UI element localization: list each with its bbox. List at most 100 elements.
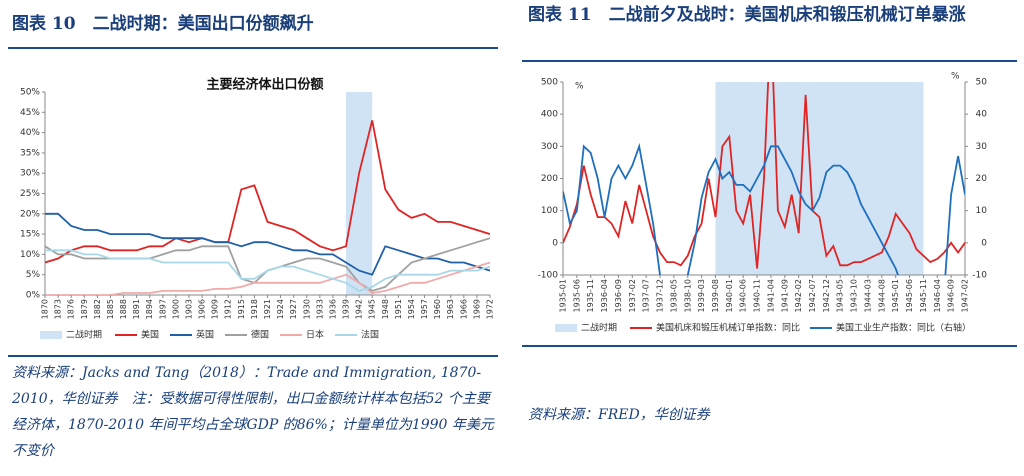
y2-tick-label: 50 bbox=[976, 78, 988, 88]
x-tick-label: 1945 bbox=[368, 299, 377, 319]
figure-heading: 图表 10 二战时期：美国出口份额飙升 bbox=[12, 14, 314, 34]
chart: 主要经济体出口份额 0% 5% 10% 15% 20% 25% 30% 35% 40% 45% 50… bbox=[20, 77, 495, 341]
y2-tick-label: -10 bbox=[972, 271, 987, 281]
x-tick-label: 1937-02 bbox=[628, 279, 637, 312]
x-tick-label: 1876 bbox=[67, 299, 76, 319]
chart-title: 主要经济体出口份额 bbox=[206, 77, 323, 93]
y-tick-label: 25% bbox=[20, 189, 40, 199]
x-tick-label: 1943-10 bbox=[850, 279, 859, 312]
x-tick-label: 1906 bbox=[198, 299, 207, 319]
x-tick-label: 1903 bbox=[184, 299, 193, 319]
x-tick-label: 1945-06 bbox=[905, 279, 914, 312]
x-tick-label: 1942-02 bbox=[794, 279, 803, 312]
x-tick-label: 1894 bbox=[145, 299, 154, 319]
legend-label: 德国 bbox=[251, 329, 269, 341]
legend-label: 美国机床和锻压机械订单指数：同比 bbox=[656, 322, 800, 334]
x-tick-label: 1943-05 bbox=[836, 279, 845, 312]
shade-band bbox=[715, 82, 924, 275]
legend-label: 二战时期 bbox=[66, 329, 102, 341]
x-tick-label: 1942-12 bbox=[822, 279, 831, 312]
y-tick-label: 300 bbox=[541, 142, 558, 152]
x-tick-label: 1936 bbox=[328, 299, 337, 319]
x-tick-label: 1924 bbox=[276, 299, 285, 319]
y-axis-unit: % bbox=[575, 82, 584, 92]
y-tick-label: 500 bbox=[541, 78, 558, 88]
x-tick-label: 1938-10 bbox=[683, 279, 692, 312]
x-tick-label: 1954 bbox=[407, 299, 416, 319]
series-line bbox=[45, 120, 490, 264]
source-note: 资料来源：Jacks and Tang（2018）：Trade and Immi… bbox=[12, 365, 494, 459]
series-line bbox=[45, 261, 490, 295]
x-tick-label: 1960 bbox=[433, 299, 442, 319]
legend-swatch bbox=[40, 331, 62, 339]
series-line bbox=[45, 212, 490, 276]
y-tick-label: 50% bbox=[20, 88, 40, 98]
x-tick-label: 1951 bbox=[394, 299, 403, 319]
x-tick-label: 1936-09 bbox=[614, 279, 623, 312]
x-tick-label: 1930 bbox=[302, 299, 311, 319]
x-tick-label: 1940-01 bbox=[725, 279, 734, 312]
x-tick-label: 1900 bbox=[171, 299, 180, 319]
x-tick-label: 1942-07 bbox=[808, 279, 817, 312]
rule bbox=[522, 345, 1017, 347]
y-tick-label: 100 bbox=[541, 206, 558, 216]
legend-label: 英国 bbox=[196, 329, 214, 341]
x-tick-label: 1909 bbox=[211, 299, 220, 319]
y-tick-label: 15% bbox=[20, 230, 40, 240]
y2-axis-unit: % bbox=[951, 72, 960, 82]
y-tick-label: 0% bbox=[26, 291, 41, 301]
x-tick-label: 1882 bbox=[93, 299, 102, 319]
legend-label: 法国 bbox=[361, 329, 379, 341]
x-tick-label: 1969 bbox=[472, 299, 481, 319]
y-tick-label: 5% bbox=[26, 270, 41, 280]
x-tick-label: 1941-04 bbox=[766, 279, 775, 312]
y2-tick-label: 20 bbox=[976, 174, 988, 184]
x-tick-label: 1945-01 bbox=[891, 279, 900, 312]
legend-label: 二战时期 bbox=[581, 322, 617, 334]
x-tick-label: 1939 bbox=[342, 299, 351, 319]
y-tick-label: 30% bbox=[20, 169, 40, 179]
x-tick-label: 1879 bbox=[80, 299, 89, 319]
x-tick-label: 1936-04 bbox=[600, 279, 609, 312]
x-tick-label: 1938-05 bbox=[669, 279, 678, 312]
x-tick-label: 1937-12 bbox=[656, 279, 665, 312]
legend-label: 美国 bbox=[141, 329, 159, 341]
x-tick-label: 1885 bbox=[106, 299, 115, 319]
y-tick-label: 0 bbox=[552, 238, 558, 248]
x-tick-label: 1937-07 bbox=[642, 279, 651, 312]
x-tick-label: 1940-11 bbox=[753, 279, 762, 312]
x-tick-label: 1946-04 bbox=[933, 279, 942, 312]
x-tick-label: 1946-09 bbox=[947, 279, 956, 312]
y-tick-label: 35% bbox=[20, 148, 40, 158]
legend-label: 日本 bbox=[306, 329, 324, 341]
x-tick-label: 1921 bbox=[263, 299, 272, 319]
y-tick-label: 20% bbox=[20, 209, 40, 219]
x-tick-label: 1945-11 bbox=[919, 279, 928, 312]
rule bbox=[8, 47, 498, 49]
x-tick-label: 1918 bbox=[250, 299, 259, 319]
x-tick-label: 1941-09 bbox=[780, 279, 789, 312]
x-tick-label: 1939-08 bbox=[711, 279, 720, 312]
rule bbox=[8, 355, 498, 357]
x-tick-label: 1935-11 bbox=[586, 279, 595, 312]
y2-tick-label: 10 bbox=[976, 206, 988, 216]
y2-tick-label: 0 bbox=[981, 238, 987, 248]
x-tick-label: 1935-01 bbox=[559, 279, 568, 312]
x-tick-label: 1942 bbox=[355, 299, 364, 319]
legend-label: 美国工业生产指数：同比（右轴） bbox=[836, 322, 971, 334]
series-line bbox=[45, 249, 490, 292]
x-tick-label: 1944-08 bbox=[877, 279, 886, 312]
x-tick-label: 1870 bbox=[41, 299, 50, 319]
x-tick-label: 1948 bbox=[381, 299, 390, 319]
x-tick-label: 1897 bbox=[158, 299, 167, 319]
x-tick-label: 1873 bbox=[54, 299, 63, 319]
x-tick-label: 1972 bbox=[486, 299, 495, 319]
y-tick-label: 200 bbox=[541, 174, 558, 184]
y2-tick-label: 30 bbox=[976, 142, 988, 152]
x-tick-label: 1888 bbox=[119, 299, 128, 319]
x-tick-label: 1966 bbox=[459, 299, 468, 319]
y-tick-label: -100 bbox=[538, 271, 559, 281]
y-tick-label: 400 bbox=[541, 110, 558, 120]
x-tick-label: 1935-06 bbox=[572, 279, 581, 312]
